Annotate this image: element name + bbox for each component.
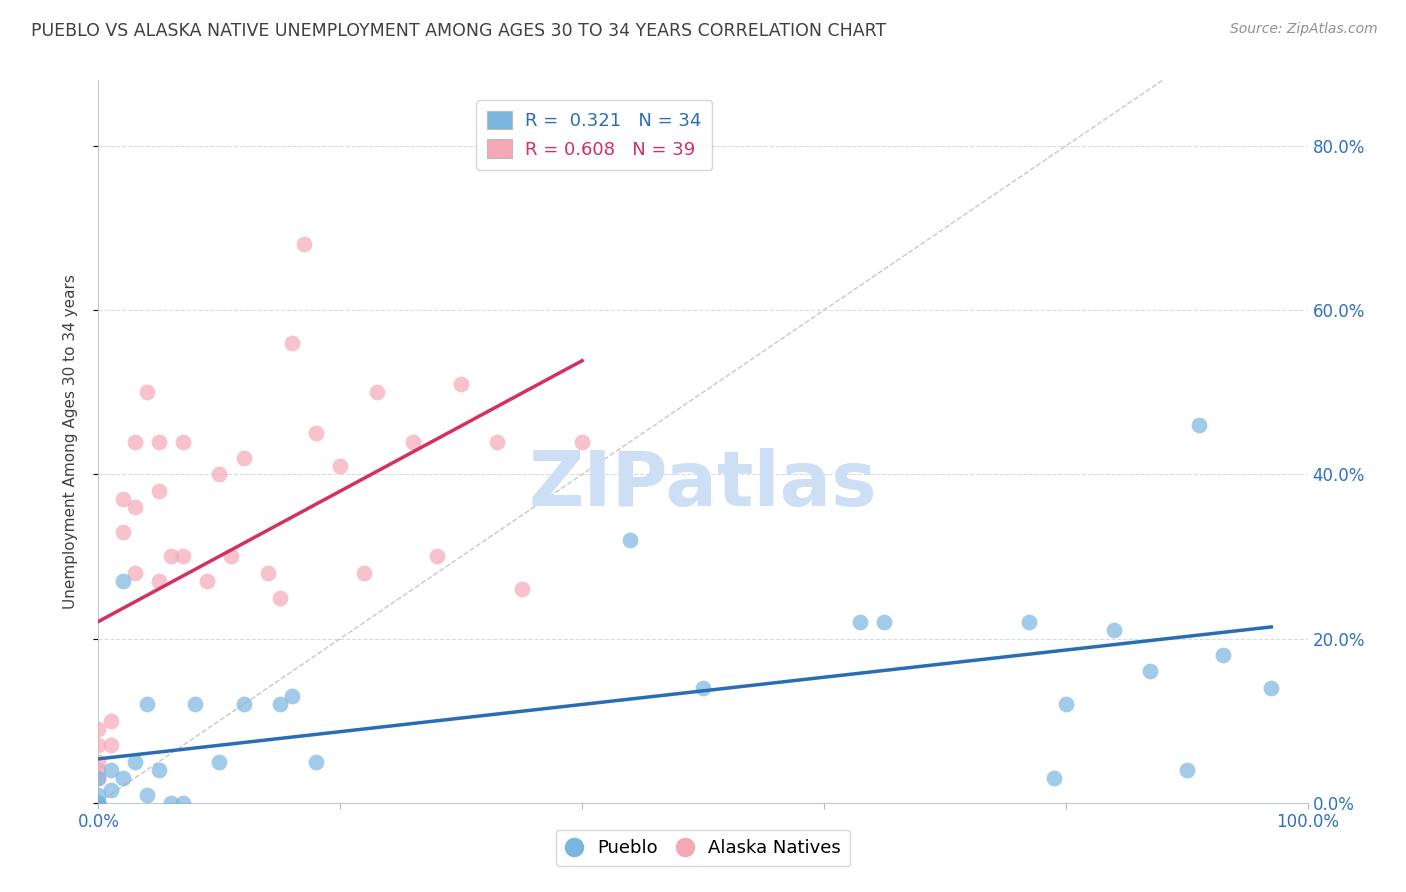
Point (87, 796, 110, 810)
Point (305, 755, 328, 769)
Point (100, 739, 122, 753)
Point (184, 698, 207, 712)
Point (1212, 648, 1234, 662)
Point (849, 615, 872, 630)
Point (305, 426, 328, 441)
Point (1175, 763, 1198, 777)
Point (619, 533, 641, 547)
Point (111, 491, 134, 506)
Point (135, 788, 157, 802)
Point (1054, 698, 1077, 712)
Point (692, 681, 714, 695)
Point (87, 755, 110, 769)
Point (366, 385, 388, 400)
Point (148, 434, 170, 449)
Point (510, 582, 533, 597)
Point (124, 755, 146, 769)
Legend: Pueblo, Alaska Natives: Pueblo, Alaska Natives (555, 830, 851, 866)
Point (124, 566, 146, 580)
Point (87, 796, 110, 810)
Point (111, 574, 134, 588)
Point (256, 566, 278, 580)
Point (135, 698, 157, 712)
Point (292, 237, 315, 252)
Point (329, 459, 352, 474)
Point (486, 434, 509, 449)
Point (172, 796, 194, 810)
Point (873, 615, 896, 630)
Point (426, 549, 449, 564)
Point (195, 574, 218, 588)
Point (100, 783, 122, 797)
Point (269, 698, 291, 712)
Point (1018, 615, 1040, 630)
Point (111, 524, 134, 539)
Point (135, 385, 157, 400)
Point (87, 788, 110, 802)
Point (232, 450, 254, 465)
Point (100, 714, 122, 728)
Point (87, 739, 110, 753)
Point (148, 763, 170, 777)
Point (172, 434, 194, 449)
Point (281, 689, 304, 703)
Point (160, 549, 183, 564)
Point (87, 796, 110, 810)
Point (221, 549, 243, 564)
Point (450, 377, 472, 392)
Y-axis label: Unemployment Among Ages 30 to 34 years: Unemployment Among Ages 30 to 34 years (63, 274, 77, 609)
Point (148, 483, 170, 498)
Text: Source: ZipAtlas.com: Source: ZipAtlas.com (1230, 22, 1378, 37)
Point (87, 722, 110, 736)
Point (1042, 771, 1064, 785)
Point (87, 771, 110, 785)
Point (124, 434, 146, 449)
Point (269, 591, 291, 605)
Point (1260, 681, 1282, 695)
Point (208, 467, 231, 482)
Point (402, 434, 425, 449)
Point (87, 796, 110, 810)
Point (571, 434, 593, 449)
Point (111, 771, 134, 785)
Point (87, 771, 110, 785)
Point (353, 566, 375, 580)
Point (87, 796, 110, 810)
Point (148, 574, 170, 588)
Point (1102, 624, 1125, 638)
Point (100, 763, 122, 777)
Point (1188, 418, 1211, 433)
Point (172, 549, 194, 564)
Text: PUEBLO VS ALASKA NATIVE UNEMPLOYMENT AMONG AGES 30 TO 34 YEARS CORRELATION CHART: PUEBLO VS ALASKA NATIVE UNEMPLOYMENT AMO… (31, 22, 886, 40)
Point (232, 698, 254, 712)
Point (281, 336, 304, 351)
Point (160, 796, 183, 810)
Point (87, 763, 110, 777)
Text: ZIPatlas: ZIPatlas (529, 448, 877, 522)
Point (124, 500, 146, 515)
Point (208, 755, 231, 769)
Point (1139, 665, 1161, 679)
